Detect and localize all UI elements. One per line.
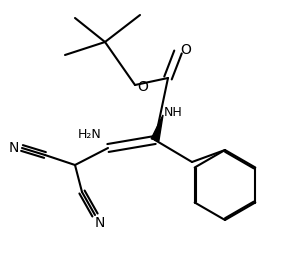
Text: N: N: [9, 141, 19, 155]
Text: O: O: [138, 80, 148, 94]
Text: O: O: [180, 43, 191, 57]
Polygon shape: [151, 115, 163, 141]
Text: H₂N: H₂N: [78, 128, 102, 140]
Text: N: N: [95, 216, 105, 230]
Text: NH: NH: [164, 105, 182, 119]
